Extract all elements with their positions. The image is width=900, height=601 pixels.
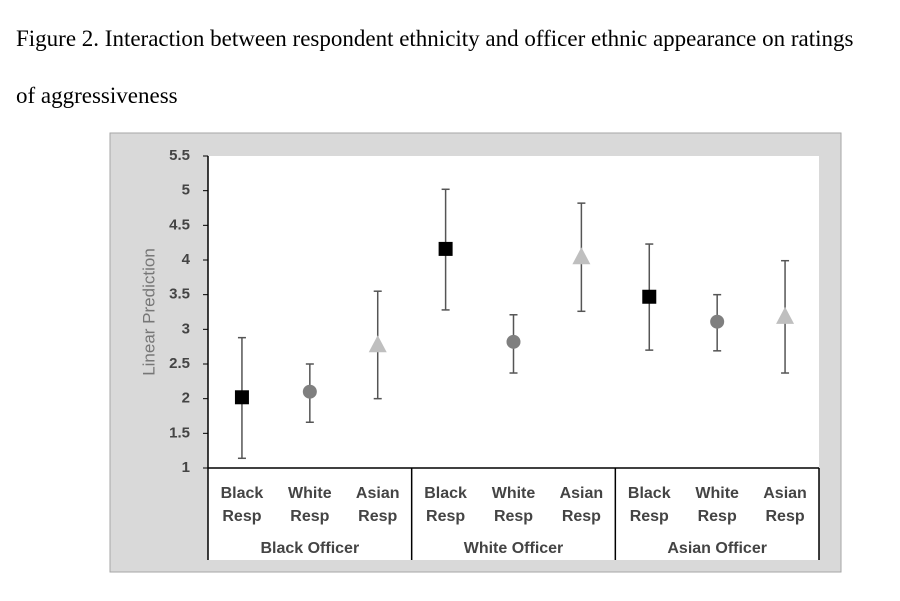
group-label: Black Officer [260,540,360,557]
marker [368,335,387,353]
x-tick-label: Black Resp [424,485,467,525]
marker [506,334,521,349]
x-tick-label: White Resp [695,485,739,525]
x-tick-label: Black Resp [220,485,264,525]
marker [302,384,317,399]
marker [438,241,453,256]
x-tick-label: Black Resp [627,485,671,525]
group-label: Asian Officer [667,540,767,557]
x-tick-label: Asian Resp [559,485,604,525]
y-tick-label: 5 [182,182,190,199]
y-tick-label: 4 [182,251,191,268]
marker [234,390,249,405]
figure-title: Figure 2. Interaction between respondent… [16,26,854,108]
marker [642,289,657,304]
marker [572,247,591,265]
x-tick-label: Asian Resp [355,485,400,525]
y-tick-label: 2.5 [169,355,190,372]
y-tick-label: 1 [182,459,190,476]
marker [710,314,725,329]
y-tick-label: 3 [182,320,190,337]
group-label: White Officer [463,540,564,557]
x-tick-label: White Resp [288,485,332,525]
y-axis-title: Linear Prediction [139,248,158,376]
marker [776,306,795,324]
y-tick-label: 1.5 [169,424,190,441]
y-tick-label: 2 [182,390,190,407]
y-tick-label: 5.5 [169,147,190,164]
y-tick-label: 4.5 [169,216,190,233]
y-tick-label: 3.5 [169,286,190,303]
x-tick-label: Asian Resp [763,485,807,525]
x-tick-label: White Resp [491,485,536,525]
